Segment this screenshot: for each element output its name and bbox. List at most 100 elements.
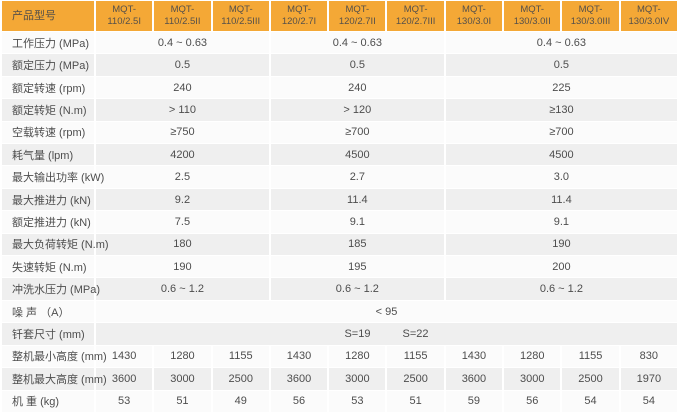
model-column-header: MQT- 130/3.0II [504,1,561,31]
row-label: 工作压力 (MPa) [2,32,94,54]
row-label: 机 重 (kg) [2,390,94,412]
row-label: 最大负荷转矩 (N.m) [2,233,109,256]
spec-value-cell: 3000 [329,368,386,390]
row-label: 额定推进力 (kN) [2,211,94,233]
row-label: 失速转矩 (N.m) [2,256,94,278]
spec-table-body: 工作压力 (MPa) 0.4 ~ 0.63 0.4 ~ 0.63 0.4 ~ 0.63… [2,32,677,412]
spec-value-cell: 3600 [445,368,503,390]
spec-value-cell: 3.0 [445,166,677,188]
spec-value-cell: 9.2 [96,188,269,211]
spec-value-cell: 2500 [562,368,619,390]
model-column-header: MQT- 130/3.0III [562,1,619,31]
table-corner-header: 产品型号 [2,1,94,31]
spec-value-cell: 240 [270,76,444,99]
spec-value-cell: 1280 [504,345,561,368]
spec-value-cell: 1155 [387,345,444,368]
spec-value-cell: 0.5 [445,54,677,76]
spec-value-cell: 830 [620,345,677,368]
spec-value-cell: 0.5 [96,54,269,76]
spec-value-cell: 3600 [270,368,328,390]
spec-value-cell: 56 [504,390,561,412]
model-column-header: MQT- 120/2.7III [387,1,444,31]
spec-table-header: 产品型号 MQT- 110/2.5I MQT- 110/2.5II MQT- 110/… [2,1,677,31]
spec-value-cell: 2.7 [270,166,444,188]
spec-row: 耗气量 (lpm) 4200 4500 4500 [2,144,677,166]
spec-row: 额定转矩 (N.m) > 110 > 120 ≥130 [2,99,677,121]
spec-value-cell: 51 [387,390,444,412]
model-column-header: MQT- 120/2.7I [270,1,328,31]
spec-value-cell: 53 [96,390,153,412]
row-label: 冲洗水压力 (MPa) [2,278,100,300]
spec-row: 噪 声 （A） < 95 [2,300,677,323]
spec-value-cell: 190 [96,256,269,278]
spec-value-cell: > 110 [96,99,269,121]
spec-value-cell: 51 [154,390,211,412]
spec-value-cell: 2500 [387,368,444,390]
spec-value: S=22 [402,327,429,340]
spec-row: 空载转速 (rpm) ≥750 ≥700 ≥700 [2,121,677,144]
model-column-header: MQT- 110/2.5III [212,1,269,31]
row-label: 空载转速 (rpm) [2,121,94,144]
spec-value-cell: < 95 [96,300,677,323]
spec-value-cell: 59 [445,390,503,412]
spec-row: 钎套尺寸 (mm) S=19 S=22 [2,323,677,345]
row-label: 额定转速 (rpm) [2,76,94,99]
spec-value-cell: 2500 [212,368,269,390]
spec-value-cell: ≥700 [270,121,444,144]
spec-value-cell: 0.5 [270,54,444,76]
row-label: 最大推进力 (kN) [2,188,94,211]
model-column-header: MQT- 110/2.5I [96,1,153,31]
spec-row: 最大输出功率 (kW) 2.5 2.7 3.0 [2,166,677,188]
spec-value-cell: 185 [270,233,444,256]
row-label: 耗气量 (lpm) [2,144,94,166]
spec-value-cell: 0.4 ~ 0.63 [96,32,269,54]
row-label: 额定转矩 (N.m) [2,99,94,121]
spec-value-cell: 1280 [329,345,386,368]
spec-row: 最大负荷转矩 (N.m) 180 185 190 [2,233,677,256]
spec-value-cell: > 120 [270,99,444,121]
spec-row: 额定转速 (rpm) 240 240 225 [2,76,677,99]
spec-row: 额定压力 (MPa) 0.5 0.5 0.5 [2,54,677,76]
spec-row: 整机最大高度 (mm) 3600 3000 2500 3600 3000 2500 3600 3… [2,368,677,390]
spec-value-cell: 4500 [270,144,444,166]
spec-value-cell: 195 [270,256,444,278]
spec-value-cell: 190 [445,233,677,256]
spec-row: 冲洗水压力 (MPa) 0.6 ~ 1.2 0.6 ~ 1.2 0.6 ~ 1.2 [2,278,677,300]
row-label: 钎套尺寸 (mm) [2,323,94,345]
spec-row: 额定推进力 (kN) 7.5 9.1 9.1 [2,211,677,233]
spec-value-cell: 54 [620,390,677,412]
spec-value-cell: 9.1 [270,211,444,233]
spec-value: S=19 [344,327,371,340]
spec-value-cell: 1970 [620,368,677,390]
spec-value-cell: 1430 [270,345,328,368]
spec-value-cell: 9.1 [445,211,677,233]
spec-value-cell: 4200 [96,144,269,166]
spec-value-cell: 56 [270,390,328,412]
spec-value-cell: 11.4 [270,188,444,211]
spec-value-cell: 1155 [562,345,619,368]
spec-value-cell: 3600 [96,368,153,390]
spec-value-cell: 3000 [154,368,211,390]
spec-value-cell: ≥700 [445,121,677,144]
spec-value-cell: ≥750 [96,121,269,144]
spec-value-cell: 4500 [445,144,677,166]
spec-row: 工作压力 (MPa) 0.4 ~ 0.63 0.4 ~ 0.63 0.4 ~ 0.63 [2,32,677,54]
spec-value-cell: 1430 [96,345,153,368]
row-label: 最大输出功率 (kW) [2,166,104,188]
spec-row: 最大推进力 (kN) 9.2 11.4 11.4 [2,188,677,211]
spec-value-cell: 0.6 ~ 1.2 [270,278,444,300]
spec-value-cell: 0.6 ~ 1.2 [96,278,269,300]
spec-value-cell: 0.6 ~ 1.2 [445,278,677,300]
row-label: 整机最大高度 (mm) [2,368,107,390]
spec-value-cell: 240 [96,76,269,99]
spec-value-cell: 180 [96,233,269,256]
spec-value-cell: ≥130 [445,99,677,121]
spec-value-cell: 49 [212,390,269,412]
row-label: 整机最小高度 (mm) [2,345,107,368]
spec-value-cell: 3000 [504,368,561,390]
header-row: 产品型号 MQT- 110/2.5I MQT- 110/2.5II MQT- 110/… [2,1,677,31]
spec-value-cell: 54 [562,390,619,412]
spec-value-cell: 11.4 [445,188,677,211]
spec-value-cell: 7.5 [96,211,269,233]
